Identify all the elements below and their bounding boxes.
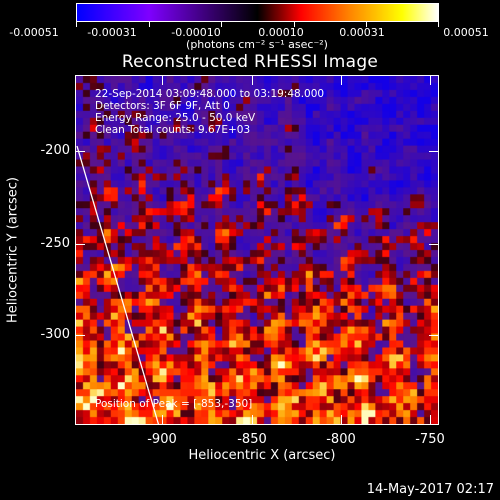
y-major-tick [75, 335, 85, 336]
colorbar-tick [76, 22, 77, 27]
y-tick-label-2: -300 [40, 327, 70, 342]
y-major-tick [429, 151, 439, 152]
annotation-peak-position: Position of Peak = [-853,-350] [95, 398, 253, 410]
colorbar-tick [148, 22, 150, 27]
colorbar [76, 3, 439, 22]
x-major-tick [430, 75, 431, 85]
colorbar-tick-label-3: 0.00010 [258, 26, 304, 39]
colorbar-tick-label-2: -0.00010 [171, 26, 221, 39]
x-tick-label-1: -850 [237, 432, 267, 447]
colorbar-tick [293, 22, 295, 27]
y-major-tick [429, 335, 439, 336]
x-axis-label: Heliocentric X (arcsec) [188, 448, 336, 463]
heatmap-image [76, 76, 438, 424]
y-major-tick [429, 244, 439, 245]
x-tick-label-3: -750 [415, 432, 445, 447]
x-tick-label-2: -800 [326, 432, 356, 447]
colorbar-tick [438, 22, 439, 27]
annotation-energy: Energy Range: 25.0 - 50.0 keV [95, 112, 256, 124]
x-major-tick [341, 75, 342, 85]
x-major-tick [341, 415, 342, 425]
colorbar-tick-label-4: 0.00031 [339, 26, 385, 39]
limb-line [76, 145, 160, 424]
plot-title: Reconstructed RHESSI Image [121, 52, 379, 72]
y-tick-label-0: -200 [40, 143, 70, 158]
colorbar-tick-label-1: -0.00031 [87, 26, 137, 39]
image-plot: 22-Sep-2014 03:09:48.000 to 03:19:48.000… [75, 75, 439, 425]
x-major-tick [252, 415, 253, 425]
colorbar-tick-label-5: 0.00051 [443, 26, 489, 39]
colorbar-tick-label-0: -0.00051 [9, 26, 59, 39]
y-major-tick [75, 244, 85, 245]
annotation-detectors: Detectors: 3F 6F 9F, Att 0 [95, 100, 230, 112]
y-major-tick [75, 151, 85, 152]
solar-limb-line [76, 145, 160, 424]
colorbar-tick [366, 22, 368, 27]
colorbar-tick [221, 22, 223, 27]
y-axis-label: Heliocentric Y (arcsec) [5, 177, 21, 323]
colorbar-units: (photons cm⁻² s⁻¹ asec⁻²) [186, 38, 328, 51]
annotation-time-range: 22-Sep-2014 03:09:48.000 to 03:19:48.000 [95, 88, 325, 100]
x-major-tick [162, 75, 163, 85]
colorbar-ticks [76, 22, 439, 28]
x-major-tick [430, 415, 431, 425]
footer-date: 14-May-2017 02:17 [366, 482, 494, 497]
x-tick-label-0: -900 [147, 432, 177, 447]
y-tick-label-1: -250 [40, 236, 70, 251]
x-major-tick [252, 75, 253, 85]
annotation-method: Clean Total counts: 9.67E+03 [95, 124, 251, 136]
x-major-tick [162, 415, 163, 425]
